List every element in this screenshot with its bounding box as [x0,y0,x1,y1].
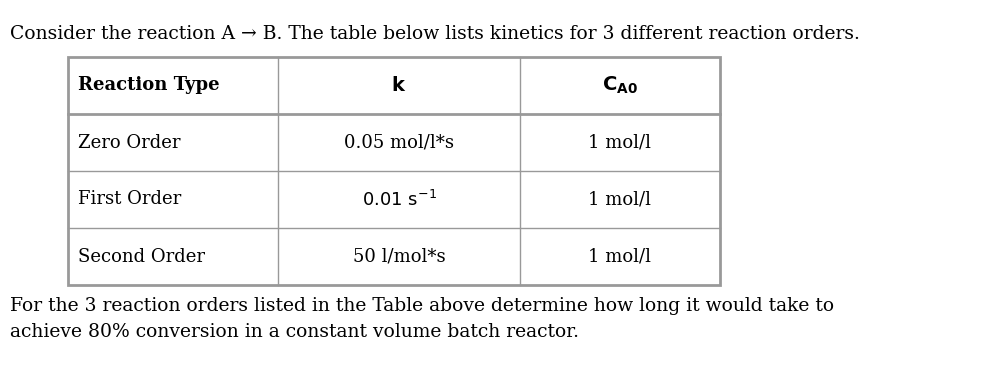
Text: 1 mol/l: 1 mol/l [588,190,651,208]
Text: First Order: First Order [78,190,181,208]
Text: achieve 80% conversion in a constant volume batch reactor.: achieve 80% conversion in a constant vol… [10,323,579,341]
Bar [68,57,720,285]
Text: Second Order: Second Order [78,248,205,266]
Text: $\mathbf{C_{A0}}$: $\mathbf{C_{A0}}$ [602,75,638,96]
Text: 50 l/mol*s: 50 l/mol*s [353,248,446,266]
Text: $\mathbf{k}$: $\mathbf{k}$ [392,76,407,95]
Text: 1 mol/l: 1 mol/l [588,134,651,152]
Text: 0.05 mol/l*s: 0.05 mol/l*s [344,134,454,152]
Text: Zero Order: Zero Order [78,134,180,152]
Text: Reaction Type: Reaction Type [78,76,219,94]
Text: $0.01\ \mathrm{s^{-1}}$: $0.01\ \mathrm{s^{-1}}$ [362,189,437,210]
Text: 1 mol/l: 1 mol/l [588,248,651,266]
Text: Consider the reaction A → B. The table below lists kinetics for 3 different reac: Consider the reaction A → B. The table b… [10,25,859,43]
Text: For the 3 reaction orders listed in the Table above determine how long it would : For the 3 reaction orders listed in the … [10,297,834,315]
